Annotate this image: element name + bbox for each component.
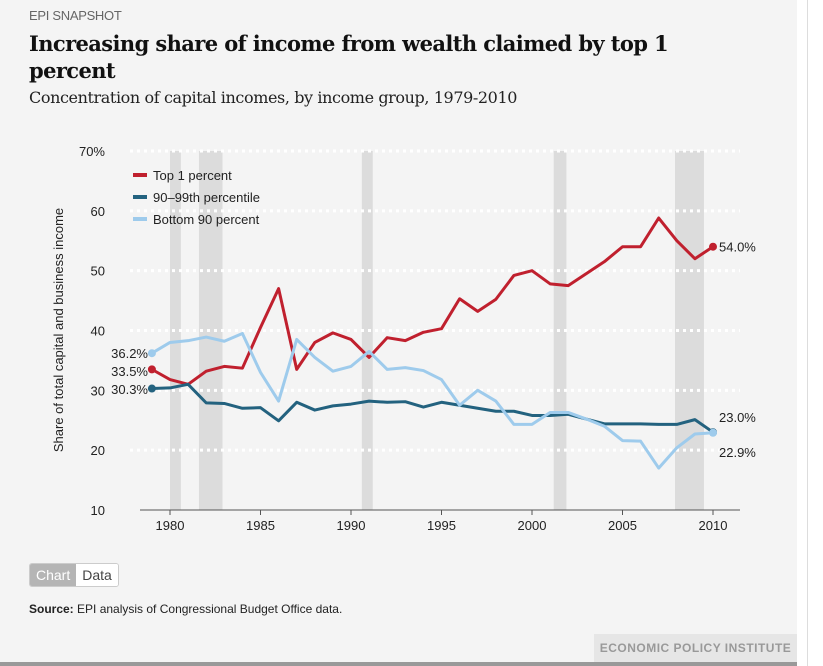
- data-point: [709, 242, 717, 251]
- chart-panel: [0, 0, 797, 666]
- y-tick-label: 10: [91, 503, 105, 518]
- y-tick-label: 50: [91, 264, 105, 279]
- data-point: [147, 384, 156, 393]
- chart-subtitle: Concentration of capital incomes, by inc…: [29, 88, 518, 107]
- chart-title: Increasing share of income from wealth c…: [29, 31, 669, 83]
- source-label: Source:: [29, 602, 74, 616]
- y-tick-label: 60: [91, 204, 105, 219]
- legend-label: Top 1 percent: [153, 168, 232, 183]
- legend-label: 90–99th percentile: [153, 190, 260, 205]
- y-tick-label: 70%: [79, 144, 105, 159]
- chart-tab[interactable]: Chart: [30, 564, 77, 586]
- series-line: [151, 216, 714, 386]
- view-toggle[interactable]: Chart Data: [29, 563, 119, 587]
- series-line: [151, 331, 714, 470]
- recession-bar: [553, 151, 567, 510]
- brand-logo: ECONOMIC POLICY INSTITUTE: [594, 634, 797, 662]
- start-value-label: 33.5%: [111, 364, 148, 379]
- x-tick-label: 2010: [699, 518, 728, 533]
- recession-bar: [198, 151, 223, 510]
- source-text: EPI analysis of Congressional Budget Off…: [73, 602, 343, 616]
- recession-bar: [170, 151, 181, 510]
- start-value-label: 36.2%: [111, 346, 148, 361]
- x-tick-label: 2000: [518, 518, 547, 533]
- x-tick-label: 2005: [608, 518, 637, 533]
- x-tick-label: 1990: [337, 518, 366, 533]
- y-tick-label: 30: [91, 383, 105, 398]
- legend-label: Bottom 90 percent: [153, 212, 260, 227]
- end-value-label: 54.0%: [719, 240, 756, 255]
- source-note: Source: EPI analysis of Congressional Bu…: [29, 602, 342, 616]
- divider: [807, 0, 808, 666]
- end-value-label: 22.9%: [719, 445, 756, 460]
- series-line: [151, 382, 714, 434]
- recession-bar: [361, 151, 373, 510]
- data-tab[interactable]: Data: [76, 564, 118, 586]
- x-tick-label: 1985: [246, 518, 275, 533]
- y-axis-label: Share of total capital and business inco…: [51, 208, 66, 452]
- x-tick-label: 1995: [427, 518, 456, 533]
- data-point: [147, 365, 156, 374]
- data-point: [147, 349, 156, 358]
- data-point: [709, 428, 717, 437]
- x-tick-label: 1980: [156, 518, 185, 533]
- y-tick-label: 20: [91, 443, 105, 458]
- start-value-label: 30.3%: [111, 382, 148, 397]
- y-tick-label: 40: [91, 323, 105, 338]
- kicker: EPI SNAPSHOT: [29, 8, 122, 23]
- end-value-label: 23.0%: [719, 410, 756, 425]
